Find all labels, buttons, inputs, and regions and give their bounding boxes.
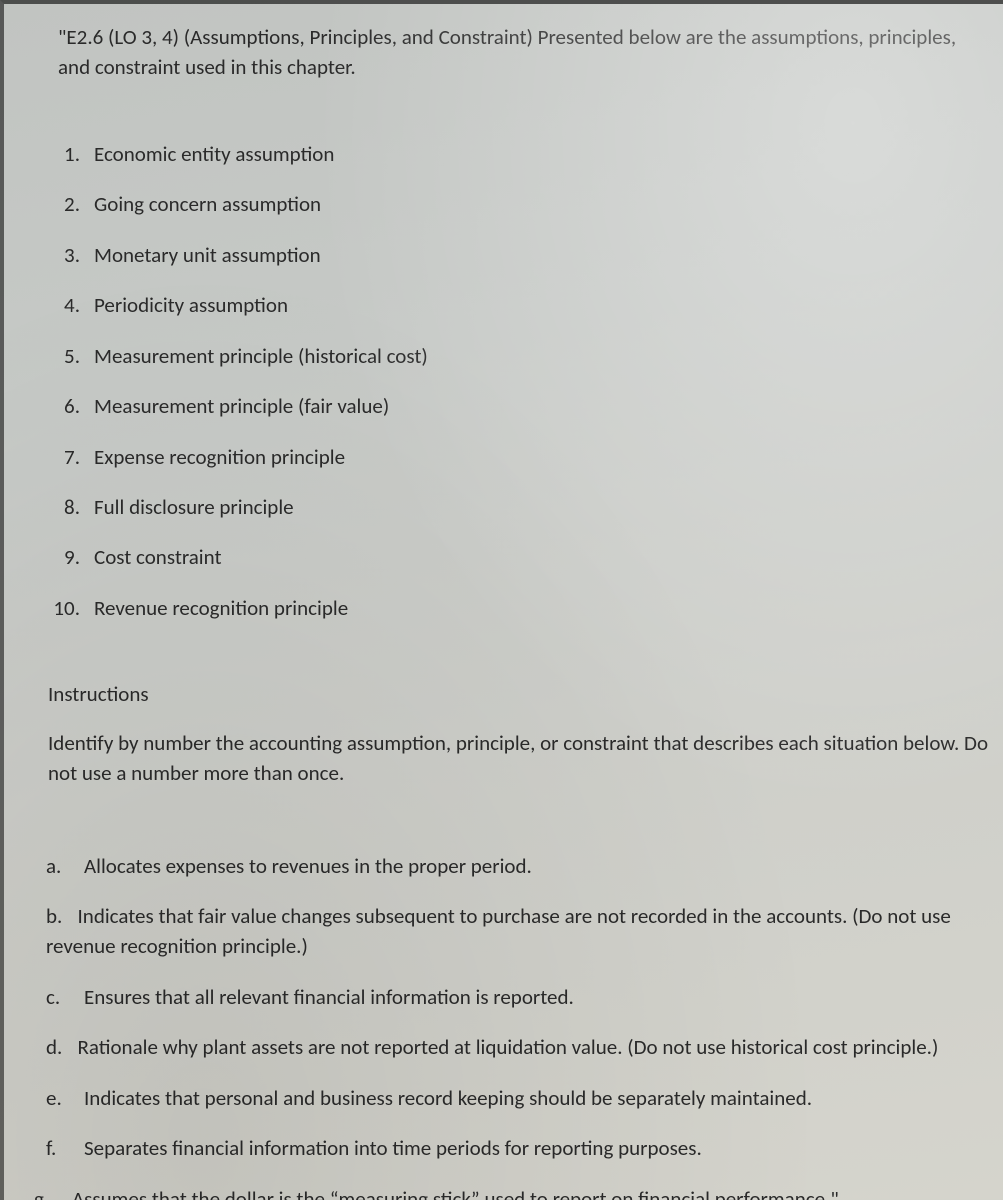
item-text: Measurement principle (fair value) xyxy=(94,391,389,421)
item-text: Indicates that personal and business rec… xyxy=(84,1083,993,1113)
item-number: 10. xyxy=(46,593,80,623)
item-letter: a. xyxy=(46,851,68,881)
list-item: 5. Measurement principle (historical cos… xyxy=(46,341,993,371)
item-text: Economic entity assumption xyxy=(94,139,334,169)
item-letter: b. xyxy=(46,901,68,931)
list-item: g. Assumes that the dollar is the “measu… xyxy=(34,1184,993,1200)
item-number: 1. xyxy=(46,139,80,169)
list-item: d. Rationale why plant assets are not re… xyxy=(46,1032,993,1062)
lettered-list: a. Allocates expenses to revenues in the… xyxy=(46,851,993,1200)
item-text: Expense recognition principle xyxy=(94,442,345,472)
item-letter: g. xyxy=(34,1184,56,1200)
item-text: Monetary unit assumption xyxy=(94,240,321,270)
item-text: Separates financial information into tim… xyxy=(84,1133,993,1163)
item-text: Assumes that the dollar is the “measurin… xyxy=(72,1184,993,1200)
list-item: 1. Economic entity assumption xyxy=(46,139,993,169)
item-number: 4. xyxy=(46,290,80,320)
list-item: 6. Measurement principle (fair value) xyxy=(46,391,993,421)
item-letter: e. xyxy=(46,1083,68,1113)
item-number: 3. xyxy=(46,240,80,270)
intro-paragraph: "E2.6 (LO 3, 4) (Assumptions, Principles… xyxy=(58,22,978,83)
item-letter: f. xyxy=(46,1133,68,1163)
item-text: Going concern assumption xyxy=(94,189,321,219)
item-letter: c. xyxy=(46,982,68,1012)
item-number: 6. xyxy=(46,391,80,421)
list-item: 10. Revenue recognition principle xyxy=(46,593,993,623)
item-number: 8. xyxy=(46,492,80,522)
list-item: 4. Periodicity assumption xyxy=(46,290,993,320)
list-item: 3. Monetary unit assumption xyxy=(46,240,993,270)
list-item: e. Indicates that personal and business … xyxy=(46,1083,993,1113)
item-text: Revenue recognition principle xyxy=(94,593,348,623)
item-text: Indicates that fair value changes subseq… xyxy=(46,903,951,959)
list-item: 7. Expense recognition principle xyxy=(46,442,993,472)
list-item: b. Indicates that fair value changes sub… xyxy=(46,901,993,962)
item-text: Rationale why plant assets are not repor… xyxy=(78,1034,939,1060)
list-item: c. Ensures that all relevant financial i… xyxy=(46,982,993,1012)
list-item: a. Allocates expenses to revenues in the… xyxy=(46,851,993,881)
list-item: f. Separates financial information into … xyxy=(46,1133,993,1163)
item-number: 5. xyxy=(46,341,80,371)
item-text: Periodicity assumption xyxy=(94,290,288,320)
page-body: "E2.6 (LO 3, 4) (Assumptions, Principles… xyxy=(4,4,1003,1200)
item-text: Full disclosure principle xyxy=(94,492,294,522)
list-item: 9. Cost constraint xyxy=(46,542,993,572)
item-text: Cost constraint xyxy=(94,542,222,572)
item-number: 2. xyxy=(46,189,80,219)
item-letter: d. xyxy=(46,1032,68,1062)
instructions-heading: Instructions xyxy=(48,679,993,709)
item-text: Ensures that all relevant financial info… xyxy=(84,982,993,1012)
item-number: 9. xyxy=(46,542,80,572)
item-text: Measurement principle (historical cost) xyxy=(94,341,428,371)
list-item: 2. Going concern assumption xyxy=(46,189,993,219)
numbered-list: 1. Economic entity assumption 2. Going c… xyxy=(46,139,993,623)
item-number: 7. xyxy=(46,442,80,472)
list-item: 8. Full disclosure principle xyxy=(46,492,993,522)
item-text: Allocates expenses to revenues in the pr… xyxy=(84,851,993,881)
instructions-body: Identify by number the accounting assump… xyxy=(48,728,993,789)
